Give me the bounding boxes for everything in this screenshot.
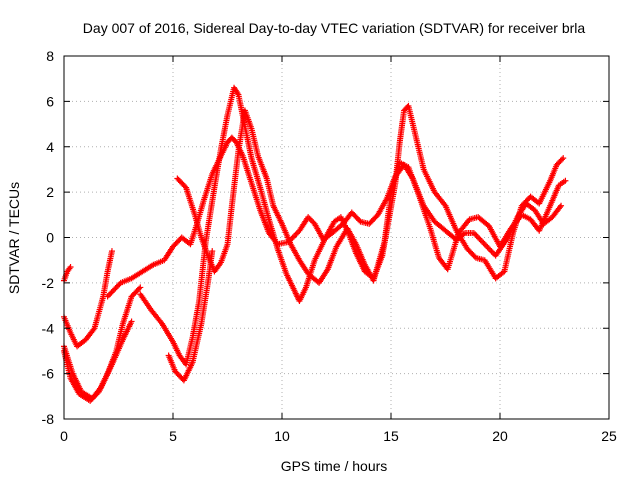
y-axis-label: SDTVAR / TECUs — [6, 182, 22, 294]
data-series — [61, 84, 569, 404]
data-point — [305, 214, 312, 221]
chart-title: Day 007 of 2016, Sidereal Day-to-day VTE… — [83, 20, 586, 36]
data-point — [477, 237, 484, 244]
axis-ticks: 0 5 10 15 20 25 -8 -6 -4 -2 0 2 4 6 8 — [42, 48, 617, 444]
x-tick-label: 15 — [383, 428, 399, 444]
data-point — [115, 282, 122, 289]
data-point — [488, 248, 495, 255]
data-point — [473, 232, 480, 239]
data-point — [558, 156, 565, 163]
data-point — [109, 288, 116, 295]
data-point — [116, 281, 123, 288]
data-point — [487, 246, 494, 253]
y-tick-label: -4 — [42, 320, 55, 336]
x-tick-label: 25 — [601, 428, 617, 444]
data-point — [560, 155, 567, 162]
satellite-track-4 — [61, 263, 74, 284]
data-point — [472, 231, 479, 238]
data-point — [108, 289, 115, 296]
data-point — [108, 248, 115, 255]
y-tick-label: 0 — [46, 230, 54, 246]
data-point — [554, 160, 561, 167]
y-tick-label: -8 — [42, 411, 55, 427]
y-tick-label: -2 — [42, 275, 55, 291]
data-point — [476, 235, 483, 242]
data-point — [292, 231, 299, 238]
data-point — [558, 202, 565, 209]
data-point — [290, 233, 297, 240]
grid — [64, 56, 609, 419]
y-tick-label: 8 — [46, 48, 54, 64]
data-point — [557, 157, 564, 164]
x-tick-label: 20 — [492, 428, 508, 444]
data-point — [104, 293, 111, 300]
data-point — [137, 284, 144, 291]
data-point — [556, 159, 563, 166]
data-point — [107, 290, 114, 297]
satellite-track-1 — [61, 248, 115, 350]
x-tick-label: 5 — [169, 428, 177, 444]
data-point — [136, 285, 143, 292]
x-tick-label: 10 — [274, 428, 290, 444]
data-point — [485, 245, 492, 252]
data-point — [474, 234, 481, 241]
satellite-track-8 — [165, 248, 216, 384]
data-point — [209, 248, 216, 255]
data-point — [306, 215, 313, 222]
data-point — [181, 183, 188, 190]
satellite-track-3 — [61, 318, 135, 402]
data-point — [309, 218, 316, 225]
data-point — [553, 161, 560, 168]
data-point — [128, 318, 135, 325]
x-tick-label: 0 — [60, 428, 68, 444]
y-tick-label: 2 — [46, 184, 54, 200]
y-tick-label: 4 — [46, 139, 54, 155]
data-point — [307, 216, 314, 223]
data-point — [483, 242, 490, 249]
data-point — [112, 285, 119, 292]
data-point — [234, 90, 241, 97]
data-point — [293, 230, 300, 237]
data-point — [562, 177, 569, 184]
data-point — [479, 238, 486, 245]
y-tick-label: -6 — [42, 366, 55, 382]
data-point — [113, 283, 120, 290]
data-point — [67, 263, 74, 270]
satellite-track-7 — [174, 107, 569, 286]
data-point — [481, 241, 488, 248]
data-point — [484, 244, 491, 251]
x-axis-label: GPS time / hours — [281, 458, 388, 474]
data-point — [111, 286, 118, 293]
y-tick-label: 6 — [46, 93, 54, 109]
data-point — [480, 239, 487, 246]
data-point — [105, 292, 112, 299]
